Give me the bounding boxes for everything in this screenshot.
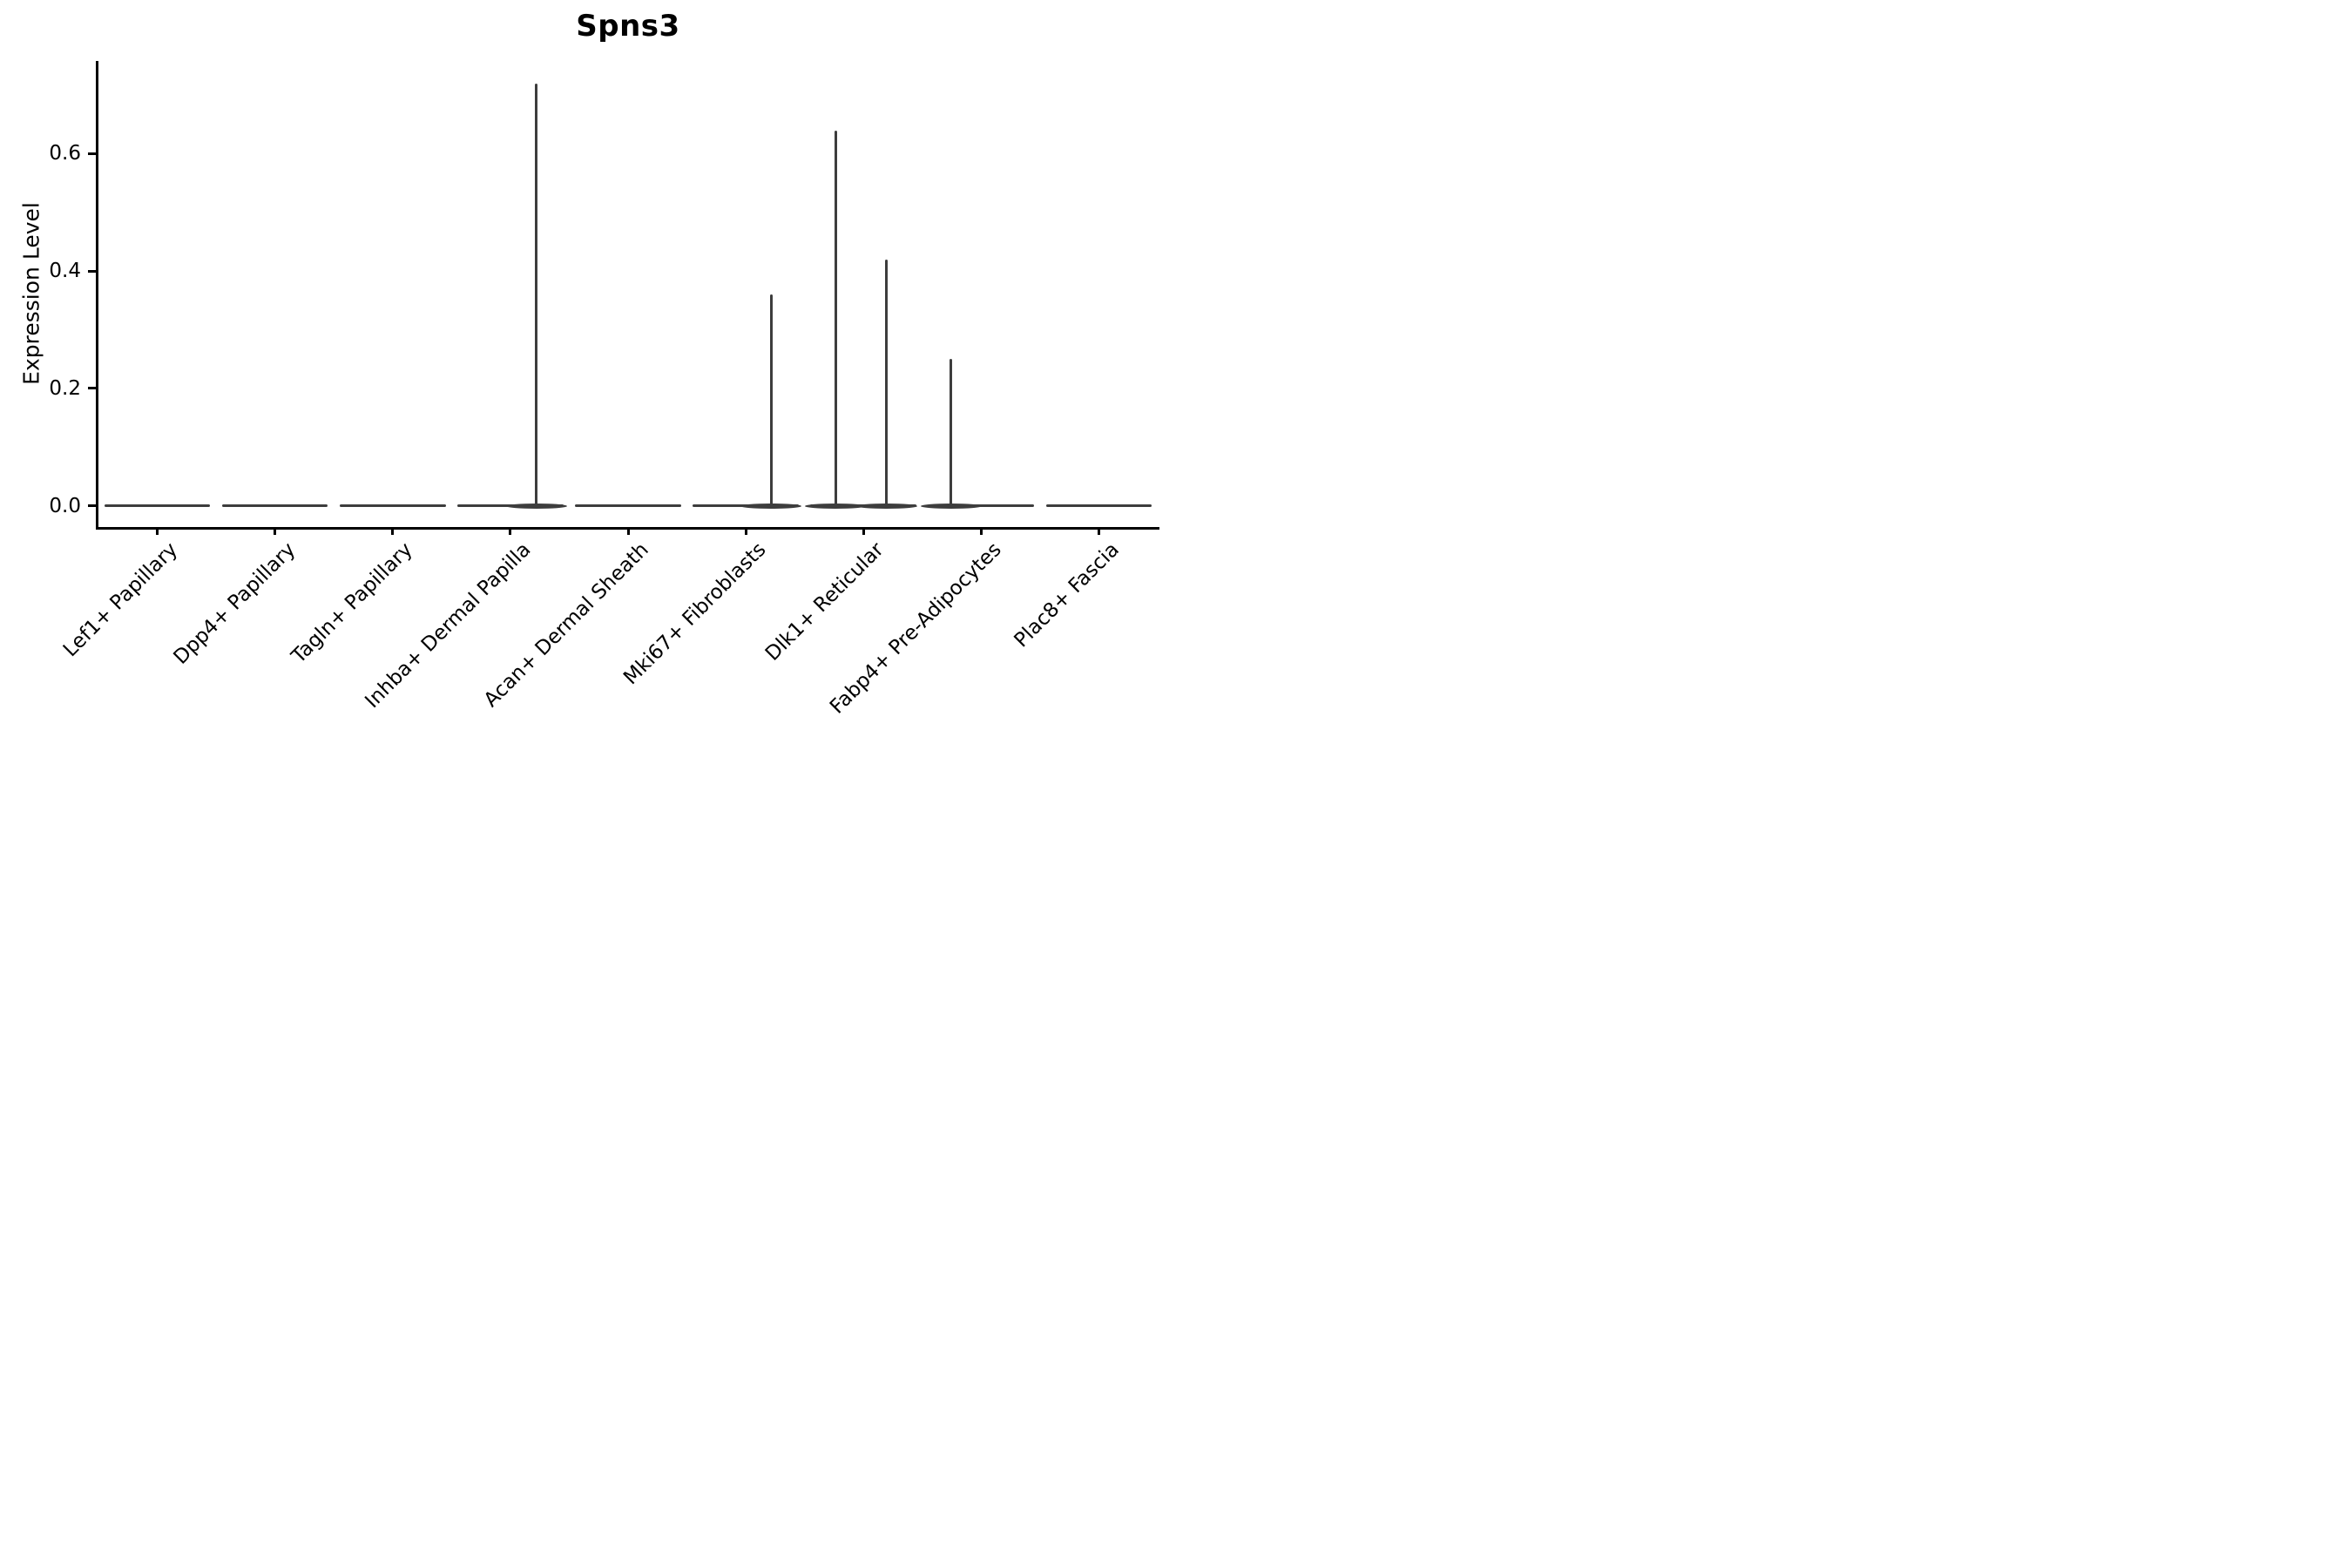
y-tick-label: 0.6 bbox=[49, 142, 81, 166]
violin-body bbox=[575, 504, 681, 508]
y-axis-spine bbox=[96, 61, 98, 530]
x-tick bbox=[1097, 527, 1100, 535]
violin-spike bbox=[885, 259, 889, 508]
y-tick-label: 0.2 bbox=[49, 376, 81, 400]
chart-title: Spns3 bbox=[576, 9, 680, 44]
x-tick bbox=[391, 527, 395, 535]
y-tick-label: 0.4 bbox=[49, 260, 81, 283]
x-tick bbox=[744, 527, 747, 535]
x-tick-label: Lef1+ Papillary bbox=[58, 538, 182, 662]
x-tick-label: Dpp4+ Papillary bbox=[169, 538, 301, 669]
y-tick bbox=[88, 387, 96, 390]
violin-body bbox=[340, 504, 446, 508]
y-tick bbox=[88, 269, 96, 273]
x-tick bbox=[274, 527, 277, 535]
violin-spike bbox=[950, 359, 953, 508]
y-tick-label: 0.0 bbox=[49, 494, 81, 517]
x-tick bbox=[626, 527, 630, 535]
y-axis-label: Expression Level bbox=[18, 202, 44, 385]
plot-area: 0.0 0.2 0.4 0.6 Lef1+ Papillary Dpp4+ Papilla… bbox=[49, 61, 1159, 719]
violin-body bbox=[221, 504, 328, 508]
x-tick-label: Dlk1+ Reticular bbox=[760, 538, 889, 666]
violin-spike bbox=[769, 294, 773, 508]
x-tick bbox=[156, 527, 159, 535]
violin-spike bbox=[834, 130, 837, 508]
violin-spike bbox=[535, 83, 538, 508]
y-tick bbox=[88, 504, 96, 508]
x-tick-label: Tagln+ Papillary bbox=[287, 538, 418, 668]
violin-body bbox=[1045, 504, 1152, 508]
x-tick bbox=[862, 527, 865, 535]
x-tick bbox=[509, 527, 512, 535]
violin-plot-figure: Spns3 Expression Level 0.0 0.2 0.4 0.6 Lef1+… bbox=[0, 0, 1176, 784]
y-tick bbox=[88, 152, 96, 155]
x-tick-label: Plac8+ Fascia bbox=[1010, 538, 1124, 652]
violin-body bbox=[104, 504, 211, 508]
x-tick bbox=[979, 527, 983, 535]
